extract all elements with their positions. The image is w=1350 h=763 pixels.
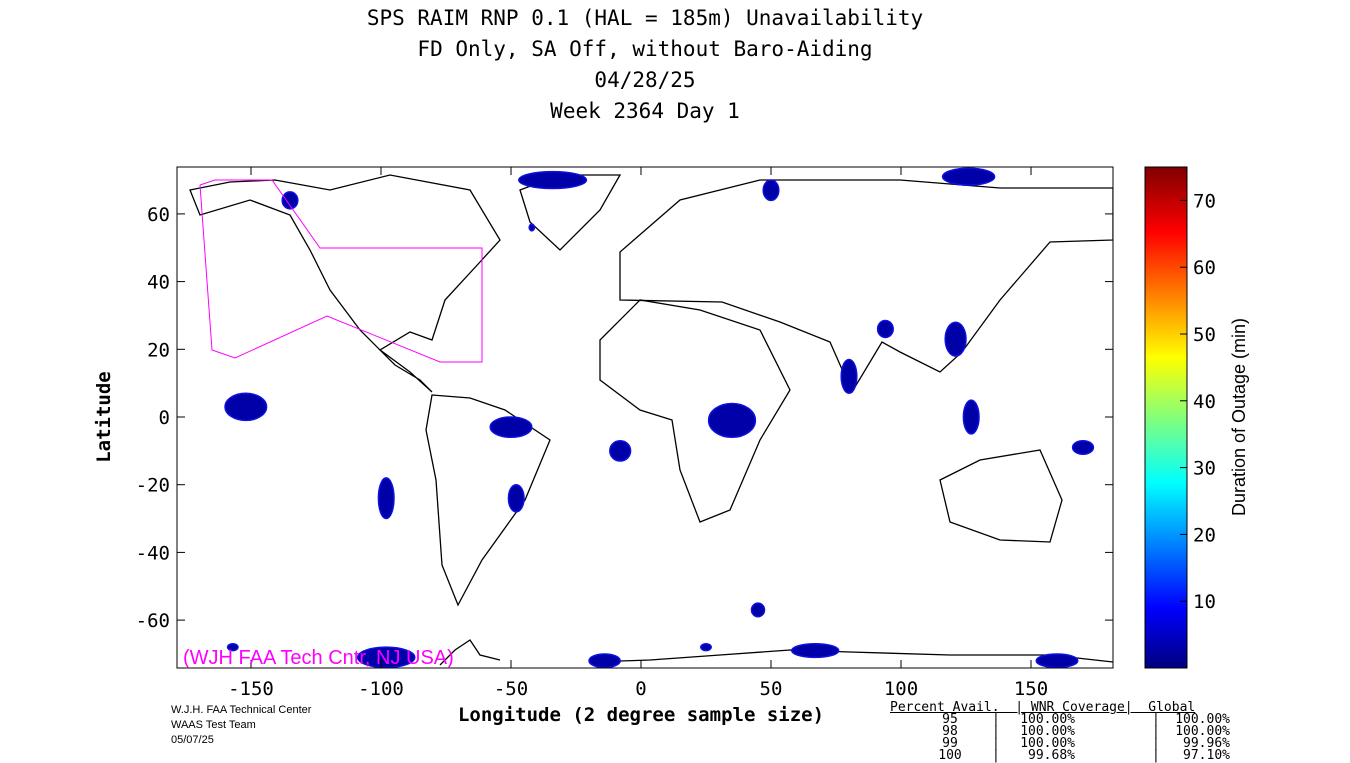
outage-region — [707, 402, 757, 439]
outage-region — [588, 653, 621, 668]
outage-region — [700, 643, 712, 652]
outage-region — [876, 319, 894, 339]
y-tick-label: 60 — [147, 204, 170, 226]
outage-region — [962, 399, 980, 435]
outage-region — [528, 223, 536, 232]
y-tick-label: -60 — [136, 610, 170, 632]
outage-region — [489, 416, 533, 439]
table-separator: | — [1152, 712, 1160, 727]
x-tick-label: 0 — [635, 678, 646, 700]
footer-date: 05/07/25 — [171, 734, 214, 746]
table-global: 99.96% — [1183, 736, 1230, 751]
footer-team: WAAS Test Team — [171, 719, 256, 731]
table-wnr: 100.00% — [1020, 712, 1075, 727]
y-tick-label: 20 — [147, 339, 170, 361]
antarctic-peninsula — [439, 639, 501, 666]
outage-regions — [224, 167, 1095, 668]
colorbar-label: Duration of Outage (min) — [1229, 318, 1249, 516]
title-line-3: 04/28/25 — [594, 68, 696, 92]
colorbar-tick-label: 50 — [1193, 324, 1216, 346]
table-separator: | — [1152, 724, 1160, 739]
table-global: 97.10% — [1183, 748, 1230, 763]
outage-region — [1071, 439, 1095, 455]
table-wnr: 100.00% — [1020, 736, 1075, 751]
outage-region — [1035, 653, 1079, 668]
table-global: 100.00% — [1175, 712, 1230, 727]
outage-region — [224, 392, 268, 422]
y-tick-label: -40 — [136, 542, 170, 564]
y-tick-label: 40 — [147, 272, 170, 294]
x-tick-label: 100 — [884, 678, 918, 700]
outage-region — [377, 477, 395, 520]
outage-region — [518, 170, 588, 190]
title-line-4: Week 2364 Day 1 — [550, 99, 740, 123]
outage-region — [941, 167, 996, 186]
colorbar-tick-label: 30 — [1193, 458, 1216, 480]
watermark: (WJH FAA Tech Cntr, NJ USA) — [183, 647, 454, 669]
wnr-boundary — [199, 179, 483, 363]
coastlines — [189, 174, 1113, 666]
north-america — [189, 174, 501, 393]
south-america — [425, 394, 551, 607]
outage-region — [609, 439, 632, 462]
table-percent: 98 — [942, 724, 958, 739]
eurasia — [619, 179, 1113, 394]
title-line-2: FD Only, SA Off, without Baro-Aiding — [417, 37, 873, 61]
africa — [599, 299, 791, 523]
y-axis-label: Latitude — [93, 371, 115, 463]
title-line-1: SPS RAIM RNP 0.1 (HAL = 185m) Unavailabi… — [366, 6, 924, 30]
colorbar-tick-label: 70 — [1193, 190, 1216, 212]
outage-region — [944, 321, 967, 357]
table-separator: | — [992, 724, 1000, 739]
outage-region — [507, 483, 525, 513]
colorbar-ticks: 10 20 30 40 50 60 70 — [1180, 190, 1216, 613]
colorbar-tick-label: 60 — [1193, 257, 1216, 279]
x-tick-label: -150 — [228, 678, 274, 700]
x-tick-label: -50 — [494, 678, 528, 700]
outage-region — [791, 643, 840, 659]
table-header: Percent Avail. | WNR Coverage| Global — [890, 700, 1196, 715]
table-percent: 100 — [938, 748, 962, 763]
outage-region — [356, 646, 416, 668]
colorbar — [1144, 166, 1188, 669]
table-separator: | — [992, 712, 1000, 727]
table-wnr: 100.00% — [1020, 724, 1075, 739]
table-separator: | — [1152, 736, 1160, 751]
table-percent: 99 — [942, 736, 958, 751]
table-global: 100.00% — [1175, 724, 1230, 739]
outage-region — [226, 643, 239, 652]
outage-region — [840, 358, 858, 395]
table-separator: | — [992, 748, 1000, 763]
colorbar-tick-label: 10 — [1193, 591, 1216, 613]
table-separator: | — [992, 736, 1000, 751]
x-tick-label: 50 — [760, 678, 783, 700]
table-percent: 95 — [942, 712, 958, 727]
australia — [939, 449, 1063, 543]
antarctica — [589, 649, 1113, 663]
x-axis-label: Longitude (2 degree sample size) — [458, 704, 824, 726]
colorbar-tick-label: 20 — [1193, 524, 1216, 546]
outage-region — [762, 179, 780, 202]
colorbar-tick-label: 40 — [1193, 391, 1216, 413]
table-wnr: 99.68% — [1028, 748, 1075, 763]
y-tick-label: -20 — [136, 475, 170, 497]
y-tick-label: 0 — [159, 407, 170, 429]
x-tick-label: 150 — [1014, 678, 1048, 700]
footer-org: W.J.H. FAA Technical Center — [171, 704, 312, 716]
outage-region — [281, 191, 299, 210]
x-tick-label: -100 — [358, 678, 404, 700]
outage-region — [750, 602, 766, 618]
table-separator: | — [1152, 748, 1160, 763]
axes: -150 -100 -50 0 50 100 150 -60 -40 -20 0 20 40 60 — [136, 167, 1113, 700]
